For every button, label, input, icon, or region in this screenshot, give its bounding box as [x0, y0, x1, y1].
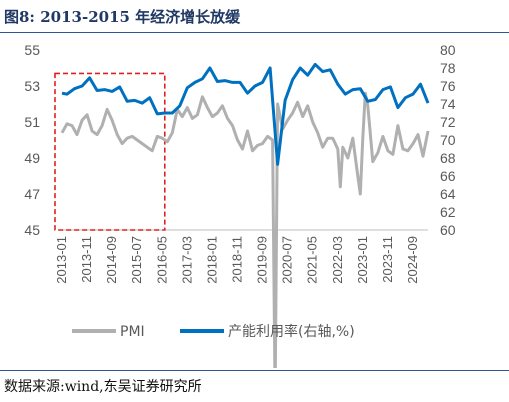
- right-tick-label: 68: [440, 150, 456, 166]
- x-tick-label: 2015-07: [129, 236, 144, 284]
- legend-pmi-label: PMI: [120, 324, 145, 340]
- right-tick-label: 70: [440, 132, 456, 148]
- x-tick-label: 2024-09: [405, 236, 420, 284]
- x-tick-label: 2017-03: [179, 236, 194, 284]
- right-tick-label: 60: [440, 222, 456, 238]
- right-tick-label: 78: [440, 60, 456, 76]
- right-tick-label: 74: [440, 96, 456, 112]
- left-tick-label: 47: [24, 186, 40, 202]
- series-capacity-line: [61, 62, 430, 166]
- left-tick-label: 45: [24, 222, 40, 238]
- legend: PMI 产能利用率(右轴,%): [72, 323, 355, 340]
- highlight-box: [54, 72, 166, 231]
- x-tick-label: 2020-07: [280, 236, 295, 284]
- figure-label: 图8:: [4, 8, 35, 26]
- left-tick-label: 51: [24, 114, 40, 130]
- left-tick-label: 49: [24, 150, 40, 166]
- right-tick-label: 76: [440, 78, 456, 94]
- right-tick-label: 80: [440, 42, 456, 58]
- x-tick-label: 2019-09: [255, 236, 270, 284]
- x-tick-label: 2022-03: [330, 236, 345, 284]
- source-note: 数据来源:wind,东吴证券研究所: [4, 379, 202, 395]
- x-tick-label: 2023-01: [355, 236, 370, 284]
- x-axis-ticks: 2013-01 2013-11 2014-09 2015-07 2016-05 2017-…: [54, 236, 420, 284]
- x-tick-label: 2018-01: [204, 236, 219, 284]
- x-tick-label: 2018-11: [229, 236, 244, 283]
- left-axis-ticks: 45 47 49 51 53 55: [24, 42, 40, 238]
- right-tick-label: 72: [440, 114, 456, 130]
- x-tick-label: 2021-05: [305, 236, 320, 284]
- x-tick-label: 2013-11: [79, 236, 94, 283]
- right-tick-label: 66: [440, 168, 456, 184]
- title-divider: [0, 32, 509, 33]
- left-tick-label: 55: [24, 42, 40, 58]
- x-tick-label: 2013-01: [54, 236, 69, 284]
- right-axis-ticks: 60 62 64 66 68 70 72 74 76 78 80: [440, 42, 456, 238]
- right-tick-label: 64: [440, 186, 456, 202]
- right-tick-label: 62: [440, 204, 456, 220]
- legend-capacity-label: 产能利用率(右轴,%): [228, 323, 355, 340]
- x-tick-label: 2014-09: [104, 236, 119, 284]
- footer-divider: [0, 370, 509, 371]
- figure-title: 图8: 2013-2015 年经济增长放缓: [4, 6, 240, 27]
- x-tick-label: 2016-05: [154, 236, 169, 284]
- figure-title-text: 2013-2015 年经济增长放缓: [40, 8, 241, 26]
- x-tick-label: 2023-11: [380, 236, 395, 283]
- line-chart: 45 47 49 51 53 55 60 62 64 66 68 70 72 74 76 78 80 2013…: [24, 42, 456, 368]
- left-tick-label: 53: [24, 78, 40, 94]
